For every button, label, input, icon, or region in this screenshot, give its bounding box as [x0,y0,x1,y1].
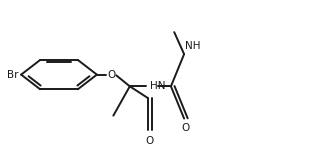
Text: Br: Br [7,70,19,80]
Text: NH: NH [185,41,200,51]
Text: O: O [146,136,154,146]
Text: HN: HN [150,81,166,91]
Text: O: O [108,70,116,80]
Text: O: O [182,123,190,133]
